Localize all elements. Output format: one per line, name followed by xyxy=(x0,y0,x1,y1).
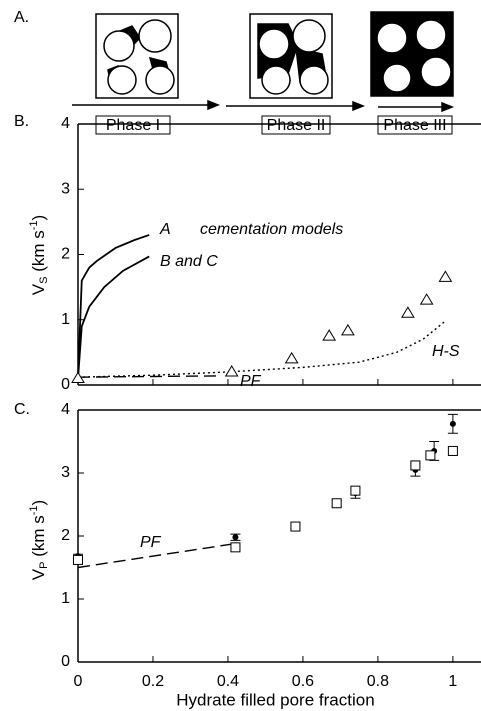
x-axis-label: Hydrate filled pore fraction xyxy=(176,690,374,709)
triangle-point xyxy=(419,293,434,305)
panel-label: A. xyxy=(14,9,29,26)
y-tick-label: 2 xyxy=(61,527,70,544)
curve xyxy=(77,320,446,378)
phase-boxes xyxy=(95,115,453,135)
square-point xyxy=(290,521,301,532)
y-axis-label: VP (km s-1) xyxy=(28,500,50,580)
panel-label: C. xyxy=(14,401,30,418)
y-tick-label: 0 xyxy=(61,376,70,393)
y-axis-label-part: P xyxy=(38,562,50,569)
curve-label: A xyxy=(159,221,171,238)
phase2-diagram xyxy=(249,13,333,99)
y-axis-label-part: V xyxy=(29,568,48,580)
y-tick-label: 1 xyxy=(61,311,70,328)
y-tick-label: 0 xyxy=(61,653,70,670)
triangle-point xyxy=(284,351,299,364)
phase-label: Phase II xyxy=(267,117,326,134)
annotation: cementation models xyxy=(200,221,343,238)
x-tick-label: 0.8 xyxy=(367,673,389,690)
curve xyxy=(77,375,221,378)
curve-label: B and C xyxy=(160,253,218,270)
phase3-diagram xyxy=(370,11,454,97)
square-point xyxy=(410,460,421,471)
y-axis-label: VS (km s-1) xyxy=(28,215,50,295)
triangle-point xyxy=(438,270,453,282)
y-axis-label-part: -1 xyxy=(28,505,40,515)
y-tick-label: 3 xyxy=(61,180,70,197)
triangle-point xyxy=(322,329,337,341)
triangle-point xyxy=(71,371,85,383)
curve xyxy=(77,234,150,379)
curve-label: PF xyxy=(240,373,262,390)
x-tick-label: 1 xyxy=(448,673,457,690)
curve-label: PF xyxy=(140,534,162,551)
circle-point xyxy=(232,534,239,541)
triangle-point xyxy=(341,323,355,336)
triangle-point xyxy=(224,364,239,377)
y-axis-label-part: ) xyxy=(29,215,48,221)
x-tick-label: 0.4 xyxy=(217,673,239,690)
y-tick-label: 4 xyxy=(61,401,70,418)
y-tick-label: 2 xyxy=(61,246,70,263)
triangle-point xyxy=(401,306,415,318)
x-tick-label: 0.6 xyxy=(292,673,314,690)
y-axis-label-part: -1 xyxy=(28,220,40,230)
circle-point xyxy=(449,420,456,427)
panel-label: B. xyxy=(14,113,29,130)
phase-arrows xyxy=(72,99,455,113)
y-tick-label: 3 xyxy=(61,464,70,481)
phase-label: Phase I xyxy=(106,117,160,134)
y-tick-label: 1 xyxy=(61,590,70,607)
y-axis-label-part: ) xyxy=(29,500,48,506)
phase-label: Phase III xyxy=(383,117,446,134)
square-point xyxy=(350,485,361,496)
square-point xyxy=(425,450,436,461)
square-point xyxy=(331,498,342,509)
y-axis-label-part: S xyxy=(38,277,50,284)
square-point xyxy=(73,554,83,565)
y-axis-label-part: (km s xyxy=(29,230,48,276)
x-tick-label: 0 xyxy=(74,673,83,690)
curve xyxy=(77,255,150,379)
curve xyxy=(77,542,236,569)
y-axis-label-part: (km s xyxy=(29,515,48,561)
y-tick-label: 4 xyxy=(61,115,70,132)
curve-label: H-S xyxy=(432,343,460,360)
square-point xyxy=(230,542,241,553)
x-tick-label: 0.2 xyxy=(142,673,164,690)
y-axis-label-part: V xyxy=(29,283,48,295)
square-point xyxy=(447,445,458,456)
phase1-diagram xyxy=(95,13,179,99)
